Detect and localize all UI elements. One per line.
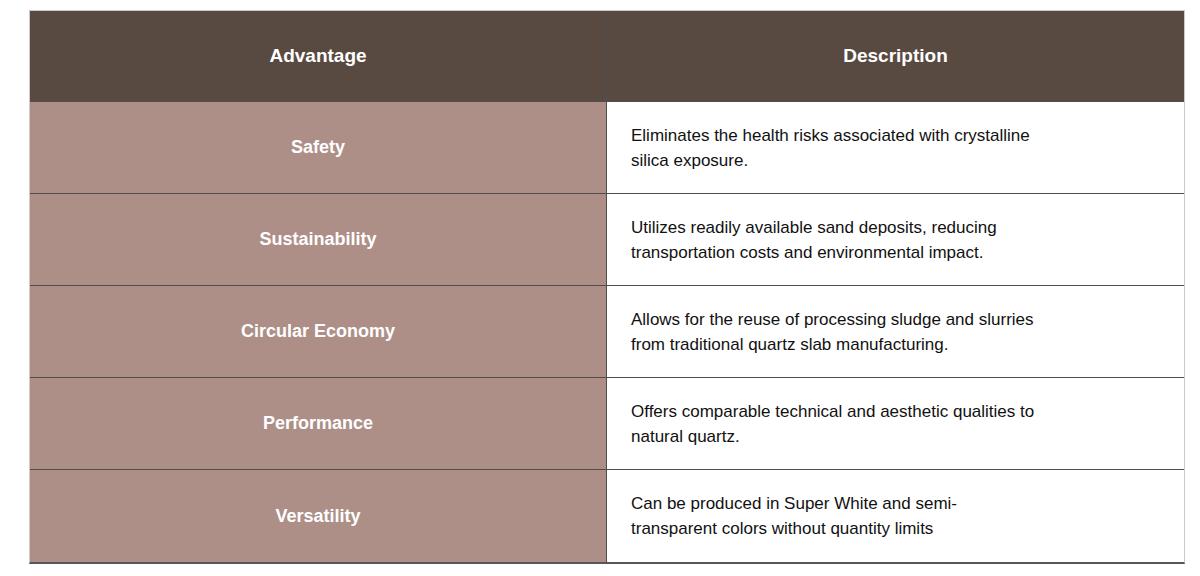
advantage-cell-performance: Performance	[30, 378, 607, 470]
advantage-label: Performance	[263, 413, 373, 434]
description-text: Eliminates the health risks associated w…	[631, 123, 1030, 173]
description-cell-circular-economy: Allows for the reuse of processing sludg…	[607, 286, 1184, 378]
description-cell-versatility: Can be produced in Super White and semi-…	[607, 470, 1184, 562]
column-header-advantage-label: Advantage	[269, 45, 366, 67]
advantage-cell-sustainability: Sustainability	[30, 194, 607, 286]
column-header-description: Description	[607, 11, 1184, 102]
advantages-table: Advantage Description Safety Eliminates …	[29, 10, 1185, 564]
description-cell-safety: Eliminates the health risks associated w…	[607, 102, 1184, 194]
advantage-cell-versatility: Versatility	[30, 470, 607, 562]
description-cell-sustainability: Utilizes readily available sand deposits…	[607, 194, 1184, 286]
advantage-label: Safety	[291, 137, 345, 158]
description-text: Offers comparable technical and aestheti…	[631, 399, 1034, 449]
advantage-cell-safety: Safety	[30, 102, 607, 194]
advantage-label: Circular Economy	[241, 321, 395, 342]
column-header-advantage: Advantage	[30, 11, 607, 102]
column-header-description-label: Description	[843, 45, 948, 67]
description-cell-performance: Offers comparable technical and aestheti…	[607, 378, 1184, 470]
description-text: Utilizes readily available sand deposits…	[631, 215, 997, 265]
description-text: Can be produced in Super White and semi-…	[631, 491, 957, 541]
advantage-label: Versatility	[275, 506, 360, 527]
advantage-cell-circular-economy: Circular Economy	[30, 286, 607, 378]
description-text: Allows for the reuse of processing sludg…	[631, 307, 1034, 357]
advantage-label: Sustainability	[259, 229, 376, 250]
